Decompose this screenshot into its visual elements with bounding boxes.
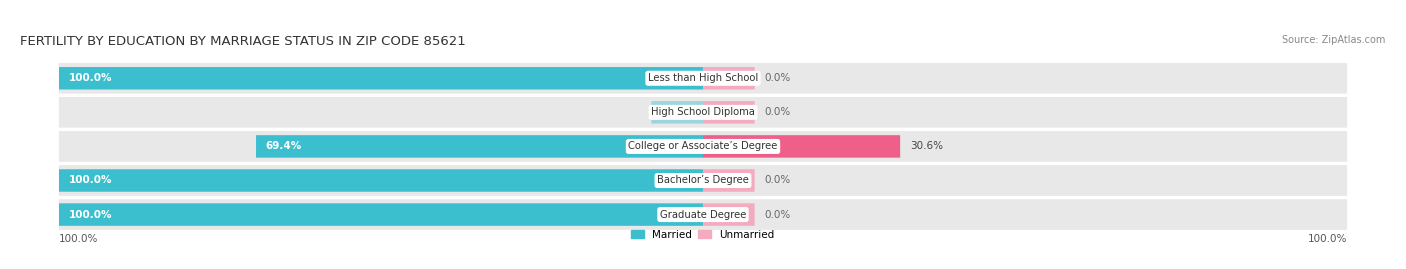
Text: 100.0%: 100.0% bbox=[1308, 234, 1347, 244]
Text: 100.0%: 100.0% bbox=[69, 73, 112, 83]
Text: Source: ZipAtlas.com: Source: ZipAtlas.com bbox=[1282, 35, 1385, 45]
Text: 0.0%: 0.0% bbox=[765, 107, 790, 117]
Text: FERTILITY BY EDUCATION BY MARRIAGE STATUS IN ZIP CODE 85621: FERTILITY BY EDUCATION BY MARRIAGE STATU… bbox=[21, 35, 467, 48]
FancyBboxPatch shape bbox=[59, 67, 703, 90]
FancyBboxPatch shape bbox=[59, 131, 1347, 162]
Text: 100.0%: 100.0% bbox=[69, 175, 112, 186]
Text: 0.0%: 0.0% bbox=[664, 107, 690, 117]
FancyBboxPatch shape bbox=[59, 203, 703, 226]
FancyBboxPatch shape bbox=[703, 169, 755, 192]
FancyBboxPatch shape bbox=[703, 135, 900, 158]
FancyBboxPatch shape bbox=[703, 67, 755, 90]
FancyBboxPatch shape bbox=[651, 101, 703, 123]
Text: 30.6%: 30.6% bbox=[910, 141, 942, 151]
FancyBboxPatch shape bbox=[59, 97, 1347, 128]
Text: Graduate Degree: Graduate Degree bbox=[659, 210, 747, 220]
Legend: Married, Unmarried: Married, Unmarried bbox=[631, 230, 775, 240]
FancyBboxPatch shape bbox=[703, 203, 755, 226]
FancyBboxPatch shape bbox=[59, 165, 1347, 196]
Text: 0.0%: 0.0% bbox=[765, 175, 790, 186]
Text: 69.4%: 69.4% bbox=[266, 141, 302, 151]
Text: 100.0%: 100.0% bbox=[59, 234, 98, 244]
Text: 100.0%: 100.0% bbox=[69, 210, 112, 220]
FancyBboxPatch shape bbox=[703, 101, 755, 123]
Text: 0.0%: 0.0% bbox=[765, 210, 790, 220]
Text: High School Diploma: High School Diploma bbox=[651, 107, 755, 117]
FancyBboxPatch shape bbox=[59, 63, 1347, 94]
Text: Less than High School: Less than High School bbox=[648, 73, 758, 83]
Text: Bachelor’s Degree: Bachelor’s Degree bbox=[657, 175, 749, 186]
Text: 0.0%: 0.0% bbox=[765, 73, 790, 83]
Text: College or Associate’s Degree: College or Associate’s Degree bbox=[628, 141, 778, 151]
FancyBboxPatch shape bbox=[256, 135, 703, 158]
FancyBboxPatch shape bbox=[59, 199, 1347, 230]
FancyBboxPatch shape bbox=[59, 169, 703, 192]
